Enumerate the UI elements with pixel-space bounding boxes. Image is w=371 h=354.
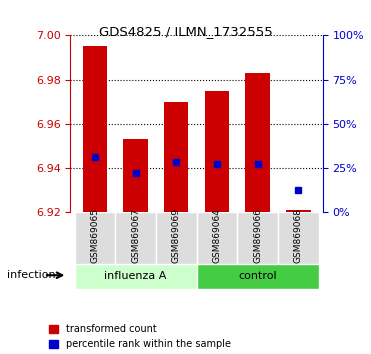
Bar [246,73,270,212]
Text: GSM869069: GSM869069 [172,208,181,263]
Text: GSM869064: GSM869064 [213,208,221,263]
FancyBboxPatch shape [75,212,115,264]
Text: GDS4825 / ILMN_1732555: GDS4825 / ILMN_1732555 [99,25,272,38]
Text: GSM869067: GSM869067 [131,208,140,263]
Bar [205,91,229,212]
Legend: transformed count, percentile rank within the sample: transformed count, percentile rank withi… [49,324,231,349]
FancyBboxPatch shape [278,212,319,264]
Text: influenza A: influenza A [104,271,167,281]
FancyBboxPatch shape [156,212,197,264]
Text: GSM869066: GSM869066 [253,208,262,263]
Text: infection: infection [7,270,56,280]
Text: GSM869065: GSM869065 [91,208,99,263]
Bar [286,210,311,212]
FancyBboxPatch shape [197,264,319,289]
FancyBboxPatch shape [197,212,237,264]
Text: GSM869068: GSM869068 [294,208,303,263]
FancyBboxPatch shape [237,212,278,264]
Bar [164,102,188,212]
Text: control: control [238,271,277,281]
FancyBboxPatch shape [115,212,156,264]
Bar [124,139,148,212]
FancyBboxPatch shape [75,264,197,289]
Bar [83,46,107,212]
